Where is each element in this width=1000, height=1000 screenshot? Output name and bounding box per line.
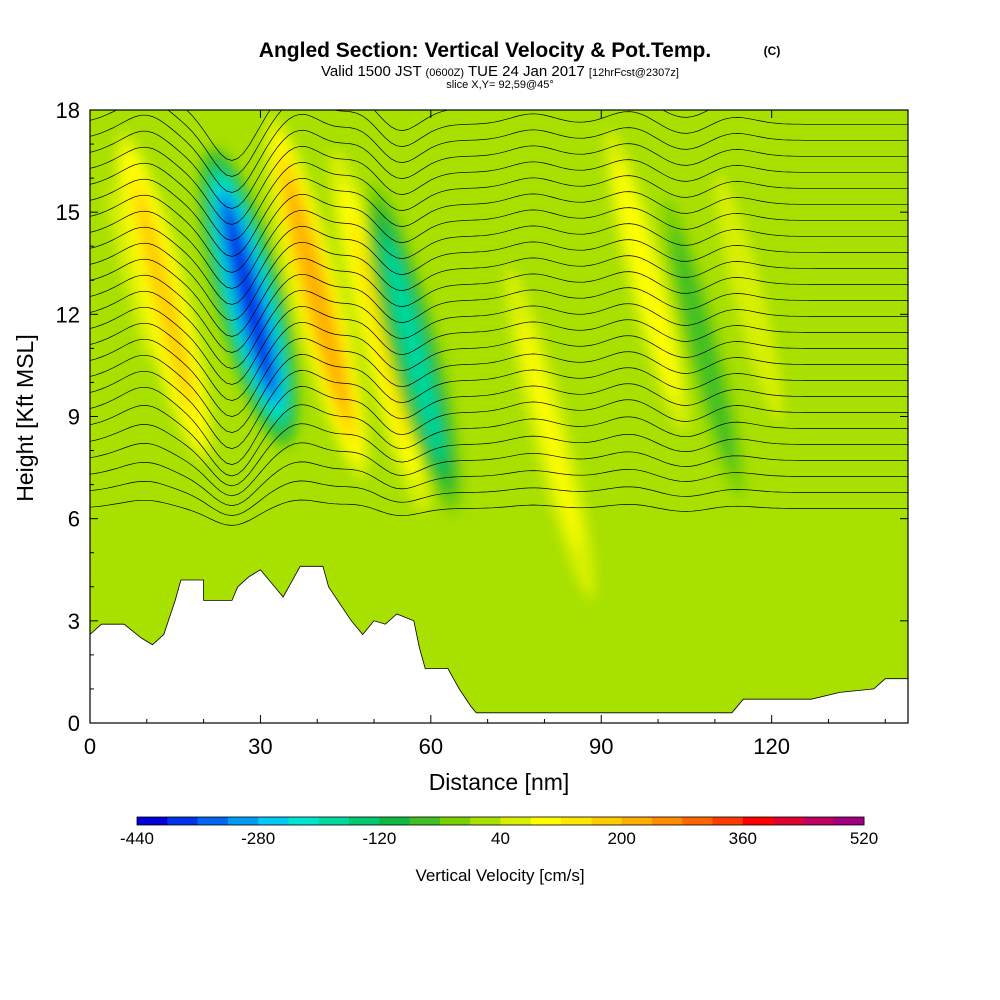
theta-contour xyxy=(90,113,908,193)
y-tick-label: 18 xyxy=(56,98,80,123)
theta-contour xyxy=(90,129,908,209)
colorbar-swatch xyxy=(137,817,168,825)
colorbar-tick-label: 200 xyxy=(607,829,635,848)
colorbar-swatch xyxy=(409,817,441,825)
plot-area xyxy=(90,110,908,723)
colorbar-swatch xyxy=(258,817,289,825)
chart-title: Angled Section: Vertical Velocity & Pot.… xyxy=(259,39,711,62)
x-tick-label: 30 xyxy=(248,734,272,759)
y-tick-label: 12 xyxy=(56,302,80,327)
theta-contour xyxy=(90,209,908,289)
valid-time-line: Valid 1500 JST (0600Z) TUE 24 Jan 2017 [… xyxy=(321,63,679,80)
colorbar-tick-label: 520 xyxy=(850,829,878,848)
colorbar-tick-label: -120 xyxy=(362,829,396,848)
colorbar-tick-label: 40 xyxy=(491,829,510,848)
theta-contour xyxy=(90,305,908,385)
colorbar-swatch xyxy=(561,817,592,825)
theta-contour xyxy=(90,241,908,321)
velocity-cell xyxy=(287,180,348,414)
theta-contour xyxy=(90,480,908,516)
theta-contour xyxy=(186,110,710,161)
theta-contour xyxy=(90,273,908,353)
theta-contour xyxy=(90,193,908,273)
colorbar-label: Vertical Velocity [cm/s] xyxy=(415,866,584,885)
colorbar-swatch xyxy=(439,817,471,825)
theta-contour xyxy=(90,225,908,305)
theta-contour xyxy=(90,370,908,449)
velocity-cells xyxy=(90,114,791,616)
theta-contour xyxy=(90,423,908,487)
colorbar-tick-label: 360 xyxy=(729,829,757,848)
colorbar-swatch xyxy=(651,817,683,825)
velocity-cell xyxy=(386,242,442,455)
velocity-cell xyxy=(106,181,154,362)
theta-contour xyxy=(90,442,908,497)
slice-info: slice X,Y= 92,59@45° xyxy=(446,79,554,91)
terrain xyxy=(90,565,908,723)
colorbar-swatch xyxy=(591,817,623,825)
theta-contour xyxy=(90,461,908,506)
colorbar-swatch xyxy=(803,817,835,825)
theta-contour xyxy=(90,257,908,337)
x-axis: 0 30 60 90 120 xyxy=(84,110,886,759)
x-tick-label: 120 xyxy=(753,734,790,759)
velocity-cell xyxy=(136,191,192,404)
theta-contours xyxy=(90,110,908,526)
colorbar-swatch xyxy=(349,817,380,825)
colorbar-swatch xyxy=(470,817,501,825)
velocity-cell xyxy=(223,202,275,393)
theta-contour xyxy=(90,338,908,417)
colorbar-swatch xyxy=(682,817,714,825)
theta-contour xyxy=(90,289,908,369)
colorbar-swatch xyxy=(833,817,865,825)
colorbar-swatch xyxy=(773,817,804,825)
theta-contour xyxy=(90,145,908,225)
theta-contour xyxy=(90,499,908,526)
colorbar-swatch xyxy=(318,817,350,825)
theta-contour xyxy=(90,161,908,241)
colorbar-swatch xyxy=(621,817,653,825)
theta-contour xyxy=(90,386,908,465)
valid-fcst: [12hrFcst@2307z] xyxy=(589,67,679,79)
colorbar-ticks: -440 -280 -120 40 200 360 520 xyxy=(120,829,878,848)
y-tick-label: 0 xyxy=(68,711,80,736)
colorbar-tick-label: -280 xyxy=(241,829,275,848)
velocity-cell xyxy=(619,174,675,387)
colorbar-tick-label: -440 xyxy=(120,829,154,848)
velocity-cell xyxy=(349,215,410,448)
theta-contour xyxy=(90,321,908,401)
theta-contour xyxy=(90,354,908,433)
colorbar-swatch xyxy=(379,817,411,825)
colorbar-swatch xyxy=(288,817,320,825)
theta-contour xyxy=(90,110,908,177)
chart-title-tag: (C) xyxy=(764,44,781,58)
colorbar-swatch xyxy=(167,817,199,825)
theta-contour xyxy=(90,404,908,477)
y-tick-label: 9 xyxy=(68,405,80,430)
valid-prefix: Valid 1500 JST xyxy=(321,63,421,80)
y-axis: 0 3 6 9 12 15 18 xyxy=(56,98,908,736)
x-tick-label: 0 xyxy=(84,734,96,759)
colorbar-frame xyxy=(136,816,865,826)
colorbar-swatch xyxy=(712,817,744,825)
colorbar-swatch xyxy=(227,817,259,825)
velocity-cell xyxy=(520,317,581,550)
valid-date: TUE 24 Jan 2017 xyxy=(468,63,585,80)
colorbar-swatch xyxy=(530,817,562,825)
y-tick-label: 6 xyxy=(68,507,80,532)
velocity-cell xyxy=(676,242,731,455)
x-tick-label: 60 xyxy=(419,734,443,759)
colorbar-swatch xyxy=(197,817,229,825)
colorbar-swatch xyxy=(500,817,532,825)
y-tick-label: 15 xyxy=(56,200,80,225)
x-axis-label: Distance [nm] xyxy=(429,769,570,795)
y-axis-label: Height [Kft MSL] xyxy=(12,334,38,501)
x-tick-label: 90 xyxy=(589,734,613,759)
colorbar xyxy=(136,816,865,826)
theta-contour xyxy=(90,177,908,257)
y-tick-label: 3 xyxy=(68,609,80,634)
colorbar-swatch xyxy=(742,817,774,825)
valid-zulu: (0600Z) xyxy=(426,67,465,79)
